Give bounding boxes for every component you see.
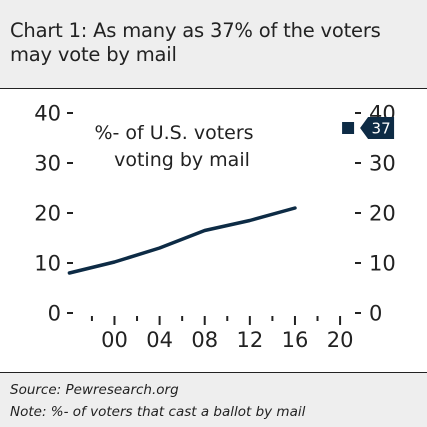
annotation-line-2: voting by mail [114,149,250,171]
value-marker-square [342,122,355,134]
chart-title-line-1: Chart 1: As many as 37% of the voters [10,19,381,42]
value-badge-label: 37 [372,120,391,138]
x-tick-label-08: 08 [191,328,218,352]
y-tick-label-right-0: 0 [369,302,382,326]
chart-footer: Source: Pewresearch.org Note: %- of vote… [0,373,427,427]
value-badge [360,117,395,139]
y-tick-label-left-20: 20 [34,202,61,226]
x-tick-label-00: 00 [101,328,128,352]
x-axis: 00 04 08 12 16 20 [90,316,354,352]
left-y-axis: 0 10 20 30 40 [34,102,73,326]
y-tick-label-right-10: 10 [369,252,396,276]
note-text: Note: %- of voters that cast a ballot by… [10,404,306,420]
series-group [67,206,297,275]
x-tick-label-04: 04 [146,328,173,352]
footer-divider [0,372,427,373]
y-tick-label-left-40: 40 [34,102,61,126]
chart-title-line-2: may vote by mail [10,43,177,66]
marker-group: 37 [342,117,395,139]
y-tick-label-right-30: 30 [369,152,396,176]
y-tick-label-left-0: 0 [48,302,61,326]
chart-header: Chart 1: As many as 37% of the voters ma… [0,0,427,88]
x-tick-label-12: 12 [236,328,263,352]
line-chart: 0 10 20 30 40 0 10 20 30 40 00 04 08 12 16 20 %- of U… [34,102,396,353]
series-line-0 [67,206,297,275]
y-tick-label-right-20: 20 [369,202,396,226]
source-text: Source: Pewresearch.org [10,382,179,398]
x-tick-label-16: 16 [282,328,309,352]
annotation-line-1: %- of U.S. voters [94,122,253,144]
y-tick-label-left-10: 10 [34,252,61,276]
x-tick-label-20: 20 [327,328,354,352]
header-divider [0,88,427,89]
y-tick-label-left-30: 30 [34,152,61,176]
